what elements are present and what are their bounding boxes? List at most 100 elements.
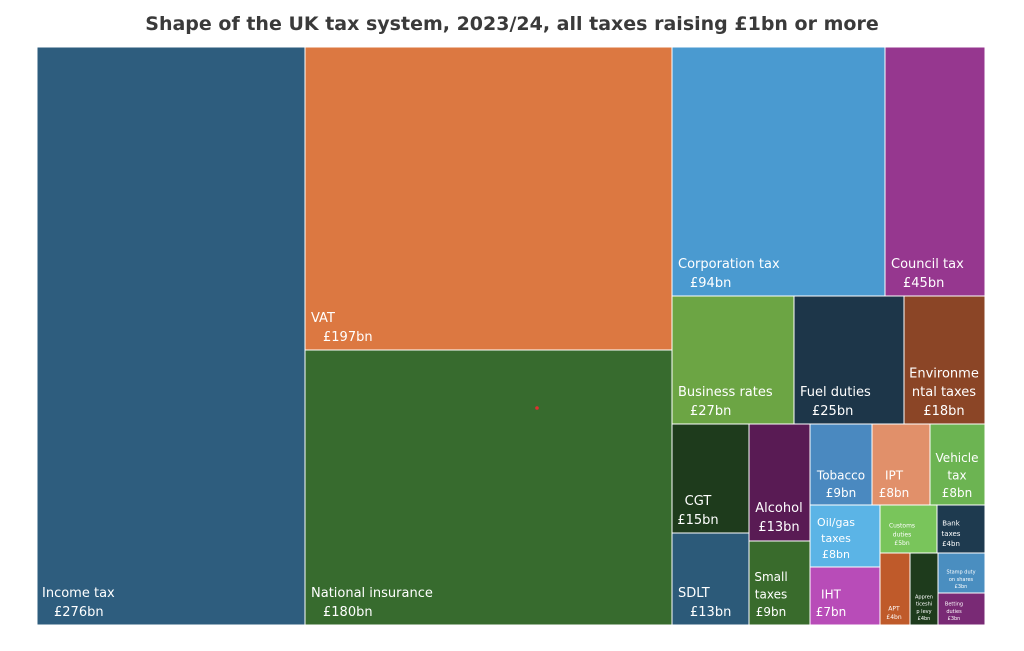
tile-label-environmental-taxes: Environme ntal taxes £18bn [909,366,979,419]
tile-rect-iht [809,566,881,626]
tile-value-vat: £197bn [323,330,373,345]
tile-value-national-insurance: £180bn [323,605,373,620]
tile-oil-gas-taxes: Oil/gas taxes £8bn [809,504,881,568]
tile-label-small-taxes: Small taxes £9bn [754,570,787,619]
tile-value-ipt: £8bn [879,486,910,500]
tile-name-stamp-duty-on-shares: on shares [949,577,974,583]
tile-rect-oil-gas-taxes [809,504,881,568]
tile-value-stamp-duty-on-shares: £3bn [955,584,968,590]
marker-dot [535,406,539,410]
tile-stamp-duty-on-shares: Stamp duty on shares £3bn [937,552,986,594]
tile-name-vat: VAT [311,311,335,326]
tile-label-council-tax: Council tax £45bn [891,257,964,291]
tile-label-income-tax: Income tax £276bn [42,586,115,620]
tile-label-betting-duties: Betting duties £3bn [945,602,963,623]
tile-small-taxes: Small taxes £9bn [748,540,811,626]
tile-value-bank-taxes: £4bn [942,540,960,548]
tile-value-small-taxes: £9bn [756,605,787,619]
tile-rect-corporation-tax [671,46,886,297]
chart-title: Shape of the UK tax system, 2023/24, all… [145,13,879,35]
tile-value-fuel-duties: £25bn [812,404,853,419]
tile-name-environmental-taxes: Environme [909,366,979,381]
tile-alcohol: Alcohol £13bn [748,423,811,542]
tile-name-national-insurance: National insurance [311,586,433,601]
tile-name-vehicle-tax: tax [947,469,966,483]
tile-label-customs-duties: Customs duties £5bn [889,523,915,547]
tile-name-bank-taxes: Bank [942,520,961,528]
tile-rect-apprenticeship-levy [909,552,939,626]
tile-value-vehicle-tax: £8bn [942,486,973,500]
tile-name-betting-duties: Betting [945,602,963,608]
tile-name-apprenticeship-levy: Appren [915,594,933,600]
tile-value-customs-duties: £5bn [894,540,909,547]
tile-rect-alcohol [748,423,811,542]
tile-rect-environmental-taxes [903,295,986,425]
tile-value-business-rates: £27bn [690,404,731,419]
tile-label-apprenticeship-levy: Appren ticeshi p levy £4bn [915,594,933,622]
tile-value-corporation-tax: £94bn [690,276,731,291]
tile-rect-apt [879,552,911,626]
tile-rect-bank-taxes [936,504,986,554]
tile-rect-income-tax [36,46,306,626]
tile-rect-sdlt [671,532,750,626]
tile-name-environmental-taxes: ntal taxes [912,385,976,400]
tile-rect-national-insurance [304,349,673,626]
tile-value-alcohol: £13bn [758,520,799,535]
tile-apt: APT £4bn [879,552,911,626]
tile-iht: IHT £7bn [809,566,881,626]
tile-name-vehicle-tax: Vehicle [936,451,979,465]
tile-betting-duties: Betting duties £3bn [937,592,986,626]
tile-corporation-tax: Corporation tax £94bn [671,46,886,297]
tile-label-ipt: IPT £8bn [879,469,910,500]
tile-value-environmental-taxes: £18bn [923,404,964,419]
tile-value-betting-duties: £3bn [948,616,961,622]
tile-fuel-duties: Fuel duties £25bn [793,295,905,425]
tile-rect-council-tax [884,46,986,297]
tile-label-vehicle-tax: Vehicle tax £8bn [936,451,979,500]
tile-name-ipt: IPT [885,469,904,483]
tile-name-small-taxes: Small [754,570,787,584]
tile-label-iht: IHT £7bn [816,588,847,619]
tile-name-stamp-duty-on-shares: Stamp duty [946,570,975,576]
tile-name-small-taxes: taxes [755,588,787,602]
tile-value-oil-gas-taxes: £8bn [822,548,850,561]
tile-name-bank-taxes: taxes [942,530,961,538]
tile-rect-betting-duties [937,592,986,626]
tile-name-corporation-tax: Corporation tax [678,257,780,272]
tile-label-sdlt: SDLT £13bn [678,586,731,620]
tile-rect-cgt [671,423,750,534]
tile-rect-vat [304,46,673,351]
tile-value-cgt: £15bn [677,513,718,528]
tile-value-apt: £4bn [886,614,901,621]
tile-label-business-rates: Business rates £27bn [678,385,773,419]
tile-council-tax: Council tax £45bn [884,46,986,297]
tile-name-apt: APT [888,605,900,612]
tile-name-apprenticeship-levy: ticeshi [916,602,932,608]
tile-label-cgt: CGT £15bn [677,494,718,528]
tile-income-tax: Income tax £276bn [36,46,306,626]
tile-environmental-taxes: Environme ntal taxes £18bn [903,295,986,425]
tile-name-customs-duties: Customs [889,523,915,530]
tile-name-tobacco: Tobacco [816,469,865,483]
tile-name-alcohol: Alcohol [755,501,802,516]
tile-name-sdlt: SDLT [678,586,710,601]
tile-name-iht: IHT [821,588,842,602]
tile-label-tobacco: Tobacco £9bn [816,469,865,500]
tile-vehicle-tax: Vehicle tax £8bn [929,423,986,506]
tile-label-alcohol: Alcohol £13bn [755,501,802,535]
tile-rect-customs-duties [879,504,938,554]
tile-name-cgt: CGT [685,494,712,509]
tile-label-bank-taxes: Bank taxes £4bn [942,520,961,548]
tile-business-rates: Business rates £27bn [671,295,795,425]
tile-name-customs-duties: duties [893,531,911,538]
tile-tobacco: Tobacco £9bn [809,423,873,506]
tile-rect-stamp-duty-on-shares [937,552,986,594]
tile-national-insurance: National insurance £180bn [304,349,673,626]
tile-vat: VAT £197bn [304,46,673,351]
tile-label-apt: APT £4bn [886,605,901,621]
tile-name-apprenticeship-levy: p levy [916,609,931,615]
tile-label-oil-gas-taxes: Oil/gas taxes £8bn [817,516,855,561]
tile-value-apprenticeship-levy: £4bn [918,616,931,622]
tile-value-sdlt: £13bn [690,605,731,620]
tile-name-oil-gas-taxes: taxes [821,532,851,545]
